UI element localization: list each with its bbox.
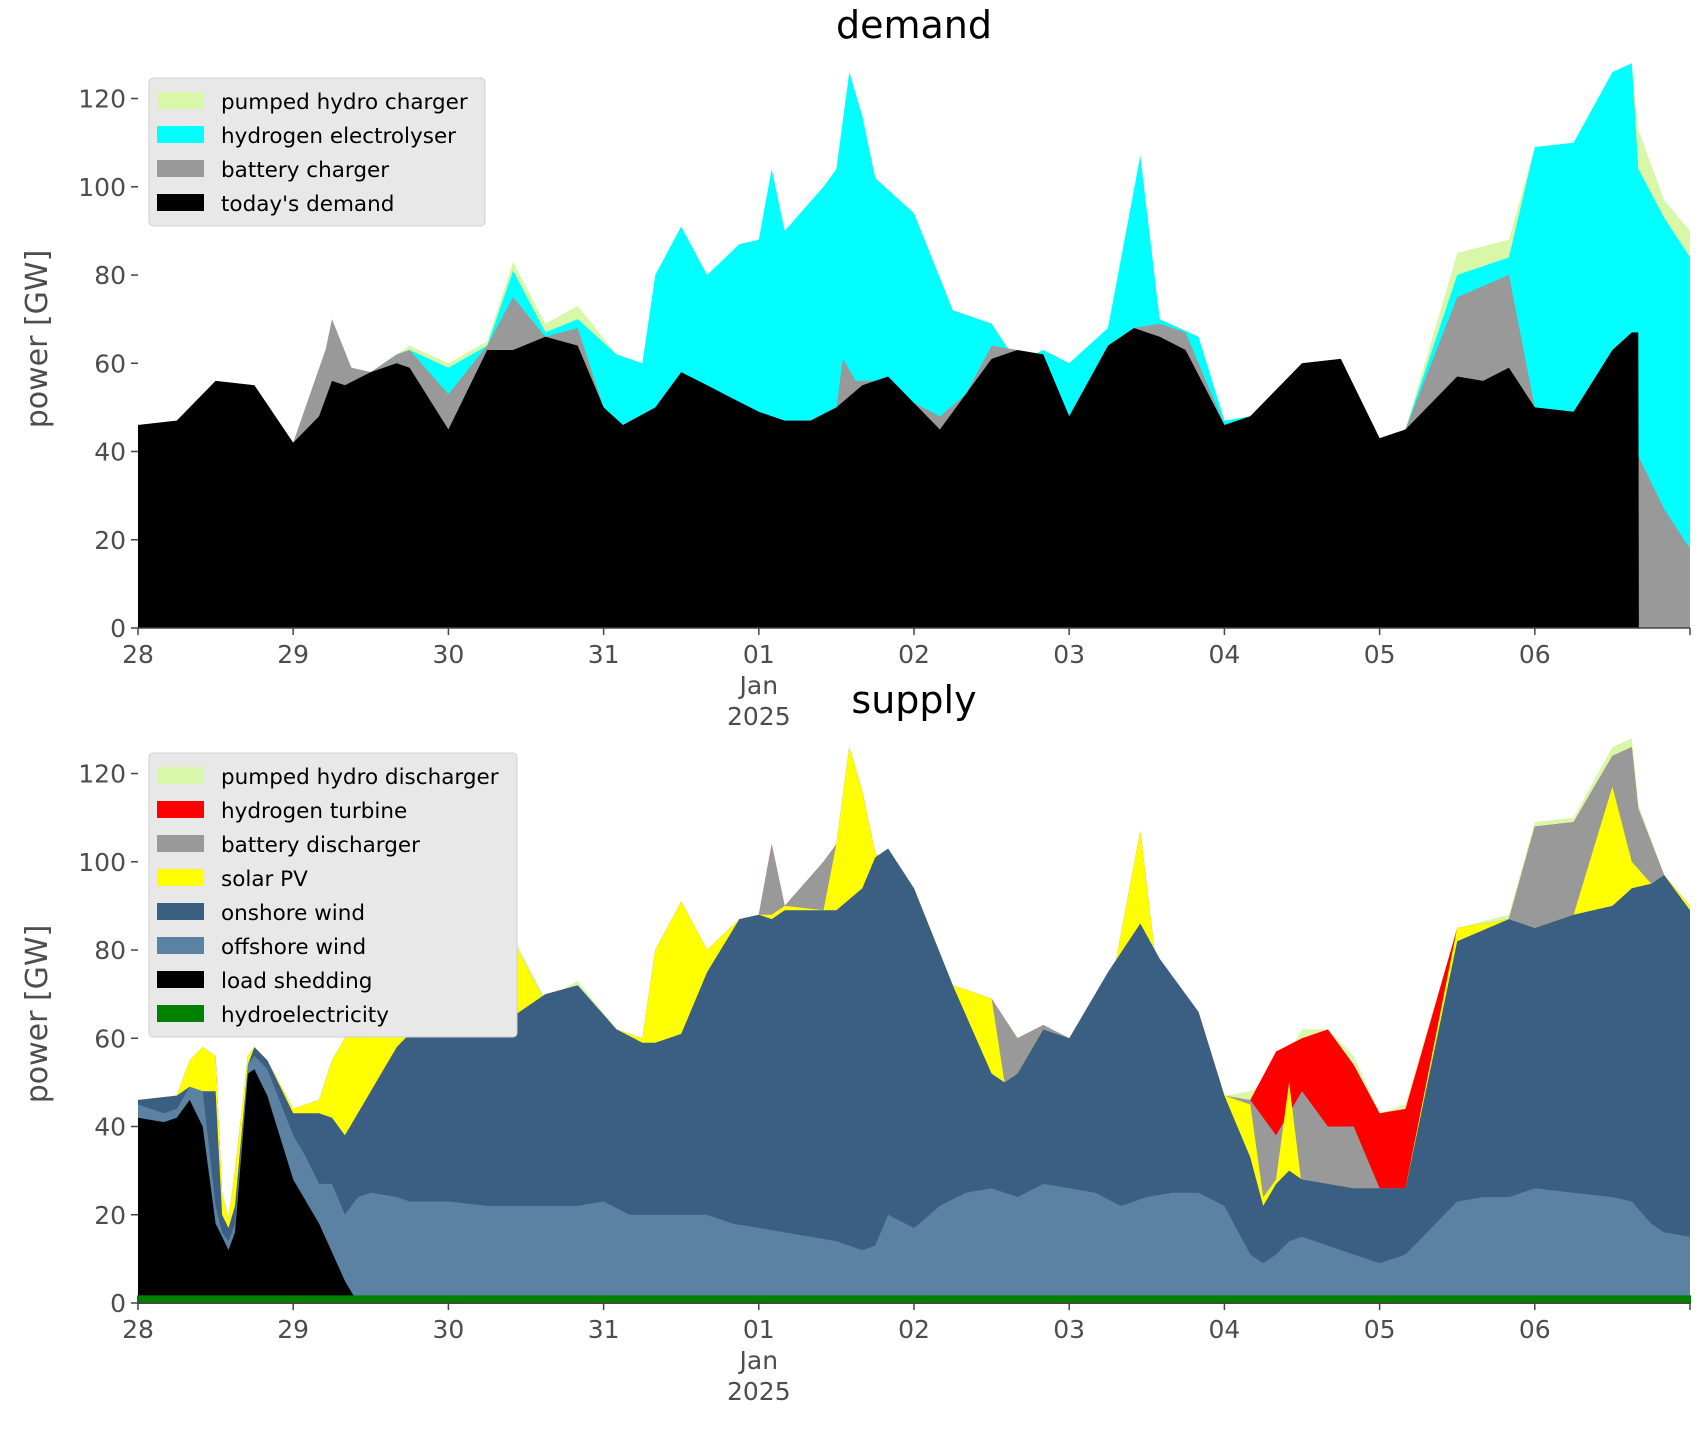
x-tick-label: 05 (1364, 1315, 1396, 1344)
x-tick-month-label: Jan (738, 1346, 779, 1375)
legend-label: offshore wind (221, 935, 366, 960)
y-tick-label: 120 (78, 760, 126, 789)
x-tick-label: 03 (1053, 640, 1085, 669)
y-tick-label: 40 (94, 438, 126, 467)
x-tick-label: 04 (1208, 640, 1240, 669)
x-tick-label: 02 (898, 640, 930, 669)
series-area-offshore-wind (138, 1055, 1690, 1303)
x-tick-label: 31 (588, 640, 620, 669)
legend-label: pumped hydro discharger (221, 765, 499, 790)
legend-label: today's demand (221, 192, 394, 217)
y-tick-label: 60 (94, 1024, 126, 1053)
x-tick-month-label: Jan (738, 671, 779, 700)
x-tick-label: 04 (1208, 1315, 1240, 1344)
y-tick-label: 0 (110, 1289, 126, 1318)
legend-swatch (157, 801, 204, 818)
legend-swatch (157, 1005, 204, 1022)
x-tick-label: 30 (432, 1315, 464, 1344)
series-area-today-s-demand (138, 328, 1690, 628)
y-tick-label: 40 (94, 1113, 126, 1142)
y-tick-label: 100 (78, 848, 126, 877)
y-tick-label: 120 (78, 85, 126, 114)
series-area-onshore-wind (138, 848, 1690, 1303)
legend-swatch (157, 869, 204, 886)
legend-label: onshore wind (221, 901, 365, 926)
legend-swatch (157, 971, 204, 988)
x-tick-label: 29 (277, 640, 309, 669)
x-tick-label: 06 (1519, 640, 1551, 669)
y-tick-label: 80 (94, 261, 126, 290)
chart-title: demand (836, 3, 992, 47)
y-tick-label: 0 (110, 614, 126, 643)
legend-label: hydrogen electrolyser (221, 124, 456, 149)
x-tick-label: 29 (277, 1315, 309, 1344)
legend-label: hydroelectricity (221, 1003, 389, 1028)
x-tick-label: 28 (122, 1315, 154, 1344)
legend-swatch (157, 767, 204, 784)
legend-swatch (157, 92, 204, 109)
legend-swatch (157, 194, 204, 211)
legend-swatch (157, 903, 204, 920)
y-axis-label: power [GW] (20, 250, 55, 429)
y-axis-label: power [GW] (20, 925, 55, 1104)
legend: pumped hydro charger hydrogen electrolyse… (148, 77, 486, 227)
series-area-hydroelectricity (137, 1295, 1691, 1304)
legend-swatch (157, 937, 204, 954)
legend-label: battery discharger (221, 833, 420, 858)
legend-swatch (157, 835, 204, 852)
x-tick-year-label: 2025 (727, 702, 791, 731)
x-tick-label: 03 (1053, 1315, 1085, 1344)
x-tick-label: 28 (122, 640, 154, 669)
legend-box (148, 752, 518, 1038)
series-area-load-shedding (138, 1069, 1690, 1303)
legend-box (148, 77, 486, 227)
x-tick-label: 01 (743, 640, 775, 669)
legend-label: hydrogen turbine (221, 799, 407, 824)
x-tick-label: 06 (1519, 1315, 1551, 1344)
chart-title: supply (851, 678, 976, 722)
x-tick-label: 30 (432, 640, 464, 669)
x-tick-label: 05 (1364, 640, 1396, 669)
legend: pumped hydro discharger hydrogen turbine b… (148, 752, 518, 1038)
legend-swatch (157, 126, 204, 143)
legend-label: solar PV (221, 867, 308, 892)
y-tick-label: 60 (94, 349, 126, 378)
y-tick-label: 20 (94, 1201, 126, 1230)
x-tick-label: 02 (898, 1315, 930, 1344)
x-tick-year-label: 2025 (727, 1377, 791, 1406)
legend-label: pumped hydro charger (221, 90, 468, 115)
y-tick-label: 80 (94, 936, 126, 965)
legend-label: load shedding (221, 969, 372, 994)
y-tick-label: 100 (78, 173, 126, 202)
x-tick-label: 31 (588, 1315, 620, 1344)
legend-label: battery charger (221, 158, 389, 183)
y-tick-label: 20 (94, 526, 126, 555)
legend-swatch (157, 160, 204, 177)
x-tick-label: 01 (743, 1315, 775, 1344)
